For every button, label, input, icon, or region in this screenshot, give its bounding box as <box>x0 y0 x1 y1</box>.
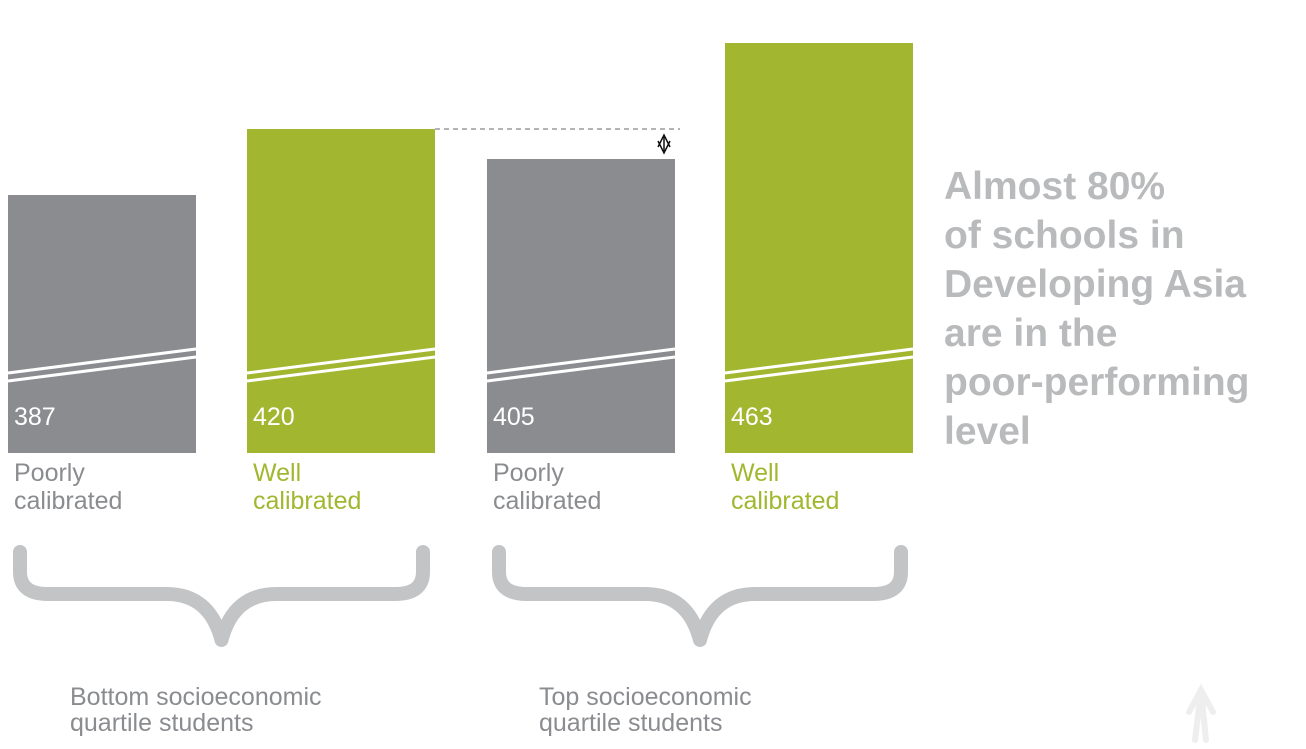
pointer-glyph <box>1186 683 1216 743</box>
decor-layer <box>1186 683 1216 743</box>
bar-category-label: calibrated <box>493 487 601 515</box>
axis-break-line <box>246 355 436 383</box>
bar-category-label: Well <box>731 459 779 487</box>
bar-value-label: 387 <box>14 403 56 431</box>
bar-category-label: calibrated <box>253 487 361 515</box>
axis-break-line <box>724 355 914 383</box>
axis-break-line <box>7 347 197 375</box>
axis-break-line <box>486 347 676 375</box>
annotation-layer: Almost 80% of schools in Developing Asia ar… <box>944 165 1249 453</box>
bar-category-label: Poorly <box>14 459 85 487</box>
bar-value-label: 463 <box>731 403 773 431</box>
axis-break-line <box>7 355 197 383</box>
bar-category-label: Poorly <box>493 459 564 487</box>
braces-layer <box>13 545 908 647</box>
bar-value-label: 420 <box>253 403 295 431</box>
labels-layer: 387Poorlycalibrated420WellcalibratedBott… <box>14 403 839 737</box>
bar-category-label: calibrated <box>731 487 839 515</box>
annotation-line: Almost 80% <box>944 165 1165 208</box>
bar-category-label: Well <box>253 459 301 487</box>
group-label: quartile students <box>539 709 722 737</box>
bars-layer <box>7 43 914 453</box>
annotation-line: are in the <box>944 312 1117 355</box>
annotation-line: level <box>944 410 1031 453</box>
bar-category-label: calibrated <box>14 487 122 515</box>
bar <box>487 159 675 453</box>
gap-arrow-head-up <box>657 133 671 148</box>
group-label: Bottom socioeconomic <box>70 683 322 711</box>
group-label: quartile students <box>70 709 253 737</box>
bar <box>247 129 435 453</box>
reference-layer <box>435 128 680 155</box>
gap-arrow-head-down <box>657 140 671 155</box>
annotation-line: poor-performing <box>944 361 1249 404</box>
group-brace <box>492 545 908 647</box>
annotation-line: Developing Asia <box>944 263 1246 306</box>
group-label: Top socioeconomic <box>539 683 752 711</box>
group-brace <box>13 545 430 647</box>
bar-value-label: 405 <box>493 403 535 431</box>
bar <box>8 195 196 453</box>
axis-break-line <box>486 355 676 383</box>
bar <box>725 43 913 453</box>
axis-break-line <box>246 347 436 375</box>
axis-break-line <box>724 347 914 375</box>
annotation-line: of schools in <box>944 214 1185 257</box>
